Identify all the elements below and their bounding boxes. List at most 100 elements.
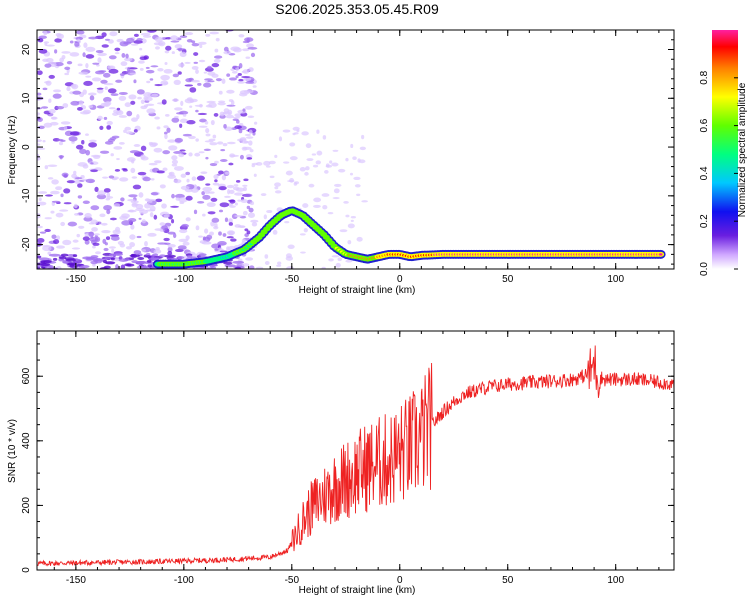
noise-blob — [333, 188, 340, 194]
noise-blob — [163, 125, 169, 129]
noise-blob — [51, 200, 61, 203]
noise-blob — [105, 261, 116, 265]
noise-blob — [188, 135, 196, 140]
snr-panel: -150 -100 -50 0 50 100 0 200 400 600 Height of st… — [7, 330, 675, 596]
noise-blob — [104, 242, 108, 246]
noise-blob — [211, 217, 220, 223]
noise-blob — [128, 218, 137, 223]
noise-blob — [274, 186, 279, 190]
noise-blob — [73, 213, 80, 216]
noise-blob — [335, 262, 341, 268]
noise-blob — [191, 65, 199, 70]
noise-blob — [186, 38, 193, 43]
noise-blob — [60, 221, 66, 227]
noise-blob — [41, 106, 49, 109]
noise-blob — [56, 33, 64, 40]
noise-blob — [164, 254, 176, 258]
noise-blob — [98, 70, 107, 73]
noise-blob — [197, 112, 208, 115]
noise-blob — [218, 100, 226, 103]
noise-blob — [155, 198, 163, 203]
noise-blob — [96, 193, 107, 200]
noise-blob — [345, 157, 349, 162]
noise-blob — [234, 192, 244, 196]
noise-blob — [185, 195, 193, 201]
noise-blob — [146, 255, 152, 259]
noise-blob — [101, 32, 107, 38]
noise-blob — [127, 199, 136, 202]
noise-blob — [163, 237, 170, 242]
noise-blob — [37, 201, 47, 206]
noise-blob — [84, 212, 92, 219]
noise-blob — [219, 159, 228, 162]
noise-blob — [128, 67, 138, 70]
noise-blob — [241, 146, 248, 151]
noise-blob — [63, 202, 72, 205]
noise-blob — [83, 80, 93, 87]
noise-blob — [210, 197, 218, 202]
noise-blob — [69, 52, 80, 57]
noise-blob — [147, 232, 157, 237]
noise-blob — [226, 236, 234, 239]
noise-blob — [251, 222, 258, 227]
noise-blob — [66, 180, 76, 184]
noise-blob — [149, 212, 154, 218]
noise-blob — [120, 197, 125, 202]
noise-blob — [194, 104, 204, 107]
noise-blob — [162, 150, 171, 155]
noise-blob — [306, 158, 314, 161]
noise-blob — [137, 96, 142, 100]
noise-blob — [296, 129, 300, 133]
noise-blob — [242, 40, 250, 44]
noise-blob — [129, 254, 141, 258]
noise-blob — [217, 102, 226, 106]
noise-blob — [56, 245, 65, 249]
noise-blob — [186, 120, 196, 125]
noise-blob — [167, 231, 176, 235]
noise-blob — [299, 233, 306, 236]
noise-blob — [332, 197, 340, 200]
noise-blob — [54, 49, 58, 54]
noise-blob — [165, 37, 172, 40]
noise-blob — [184, 32, 194, 36]
ridge-core — [324, 235, 329, 239]
noise-blob — [255, 266, 264, 269]
noise-blob — [201, 191, 206, 196]
noise-blob — [164, 62, 168, 65]
noise-blob — [263, 214, 268, 220]
noise-blob — [37, 117, 43, 122]
noise-blob — [229, 199, 236, 204]
noise-blob — [161, 203, 167, 209]
noise-blob — [127, 67, 131, 73]
noise-blob — [189, 105, 193, 108]
noise-blob — [99, 125, 104, 130]
noise-blob — [345, 259, 353, 263]
noise-blob — [238, 78, 244, 82]
snr-xlabel: Height of straight line (km) — [299, 585, 416, 596]
noise-blob — [37, 38, 44, 43]
noise-blob — [59, 209, 69, 212]
noise-blob — [118, 95, 127, 101]
noise-blob — [80, 265, 90, 269]
noise-blob — [215, 37, 220, 42]
noise-blob — [214, 48, 219, 53]
noise-blob — [97, 190, 106, 196]
noise-blob — [56, 235, 61, 241]
noise-blob — [141, 219, 146, 224]
noise-blob — [103, 82, 114, 86]
noise-blob — [99, 150, 110, 154]
noise-blob — [247, 46, 258, 50]
noise-blob — [123, 129, 127, 134]
noise-blob — [159, 222, 166, 226]
noise-blob — [179, 35, 188, 38]
noise-blob — [37, 225, 43, 229]
noise-blob — [106, 120, 113, 126]
noise-blob — [172, 73, 179, 78]
noise-blob — [100, 79, 108, 84]
noise-blob — [69, 131, 80, 136]
colorbar-gradient — [712, 30, 738, 269]
noise-blob — [122, 169, 128, 172]
noise-blob — [211, 63, 220, 68]
noise-blob — [239, 137, 247, 141]
